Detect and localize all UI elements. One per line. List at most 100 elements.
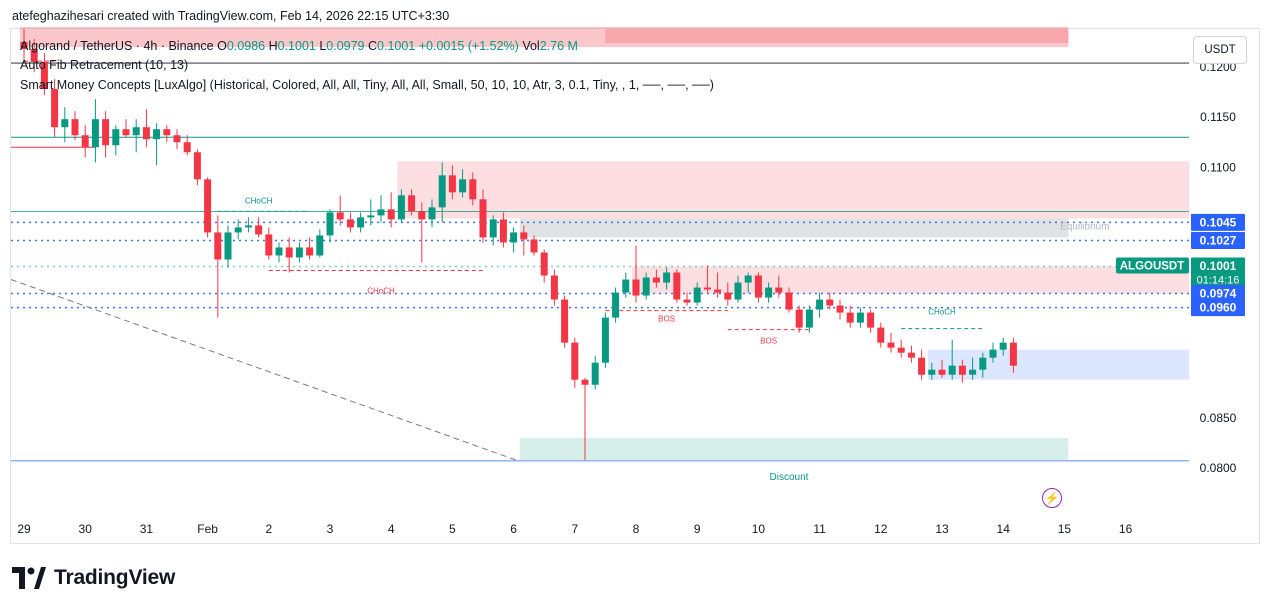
candle-body	[153, 129, 161, 140]
candle-body	[479, 199, 487, 238]
volume-value: 2.76 M	[539, 39, 578, 53]
symbol-tag	[1116, 257, 1189, 274]
price-tag-2	[1191, 257, 1245, 288]
candle	[958, 359, 966, 383]
candle	[336, 195, 344, 226]
ohlc-legend: Algorand / TetherUS · 4h · Binance O0.09…	[20, 39, 578, 53]
candle	[642, 272, 650, 300]
trend-line	[10, 279, 516, 461]
low-label: L	[319, 39, 327, 53]
candle	[979, 352, 987, 378]
x-tick-label: 7	[571, 522, 578, 536]
candle	[703, 265, 711, 293]
candle	[346, 212, 354, 233]
candle-body	[183, 142, 191, 153]
candle-body	[856, 312, 864, 323]
candle	[795, 305, 803, 333]
candle	[357, 212, 365, 233]
x-tick-label: 14	[997, 522, 1011, 536]
candle	[224, 225, 232, 268]
candle-body	[530, 239, 538, 253]
candle-body	[265, 234, 273, 256]
candle-body	[112, 129, 120, 146]
candle-body	[469, 179, 477, 200]
candle-body	[204, 179, 212, 233]
candle-body	[561, 299, 569, 343]
y-tick-label: 0.1150	[1200, 110, 1236, 124]
symbol-title[interactable]: Algorand / TetherUS · 4h · Binance	[20, 39, 214, 53]
candle-body	[387, 209, 395, 220]
candle-body	[40, 62, 48, 90]
candle-body	[306, 247, 314, 256]
candle	[377, 195, 385, 223]
annotation-3: BOS	[760, 337, 777, 346]
price-tag-1	[1191, 231, 1245, 249]
flash-icon[interactable]: ⚡	[1042, 488, 1062, 508]
candle-body	[918, 357, 926, 375]
candle-body	[775, 287, 783, 293]
candle	[244, 217, 252, 233]
candle-body	[459, 179, 467, 193]
high-label: H	[268, 39, 278, 53]
candle	[469, 172, 477, 206]
candle-body	[448, 175, 456, 193]
candle-body	[867, 312, 875, 328]
candle	[785, 287, 793, 313]
candle-body	[795, 309, 803, 328]
candle-body	[510, 232, 518, 243]
tradingview-logo[interactable]: TradingView	[12, 566, 175, 590]
candle-body	[51, 89, 59, 128]
candle-body	[703, 287, 711, 290]
x-tick-label: 10	[752, 522, 766, 536]
candle	[183, 135, 191, 156]
candle-body	[214, 232, 222, 260]
candle	[622, 272, 630, 298]
candle-body	[81, 135, 89, 148]
price-tag-text: 0.0960	[1200, 301, 1237, 315]
candle	[928, 362, 936, 380]
candle-body	[71, 119, 79, 136]
candle-body	[550, 275, 558, 300]
y-tick-label: 0.0800	[1200, 461, 1237, 475]
candle-body	[612, 292, 620, 318]
candle	[693, 282, 701, 306]
candle	[867, 309, 875, 333]
candle-body	[520, 232, 528, 240]
candle-body	[897, 347, 905, 353]
candle	[632, 245, 640, 303]
annotation-4: CHoCH	[928, 308, 956, 317]
candle	[948, 339, 956, 380]
candle-body	[193, 152, 201, 180]
candle	[510, 227, 518, 253]
annotation-0: CHoCH	[245, 196, 273, 205]
candle-body	[979, 357, 987, 370]
candle	[448, 165, 456, 200]
x-tick-label: 4	[388, 522, 395, 536]
candle-body	[91, 119, 99, 148]
candle	[918, 349, 926, 380]
candle-body	[367, 215, 375, 218]
candle	[275, 242, 283, 263]
candle-body	[132, 127, 140, 136]
x-tick-label: 15	[1058, 522, 1072, 536]
candle-body	[173, 135, 181, 143]
candle-body	[989, 349, 997, 358]
candle	[530, 235, 538, 256]
candle	[40, 53, 48, 96]
candle-body	[846, 312, 854, 323]
currency-button[interactable]: USDT	[1193, 36, 1247, 64]
x-tick-label: 3	[327, 522, 334, 536]
x-tick-label: 6	[510, 522, 517, 536]
candle-body	[958, 365, 966, 375]
candle-body	[428, 207, 436, 220]
zone-order-block-bearish	[632, 266, 1189, 294]
candle	[408, 189, 416, 216]
candle-body	[326, 212, 334, 236]
indicator-smc-legend[interactable]: Smart Money Concepts [LuxAlgo] (Historic…	[20, 78, 714, 92]
annotation-5: Equilibrium	[1060, 221, 1109, 232]
candle	[61, 107, 69, 143]
indicator-fib-legend[interactable]: Auto Fib Retracement (10, 13)	[20, 58, 189, 72]
candle-body	[489, 219, 497, 238]
candle-body	[724, 292, 732, 300]
